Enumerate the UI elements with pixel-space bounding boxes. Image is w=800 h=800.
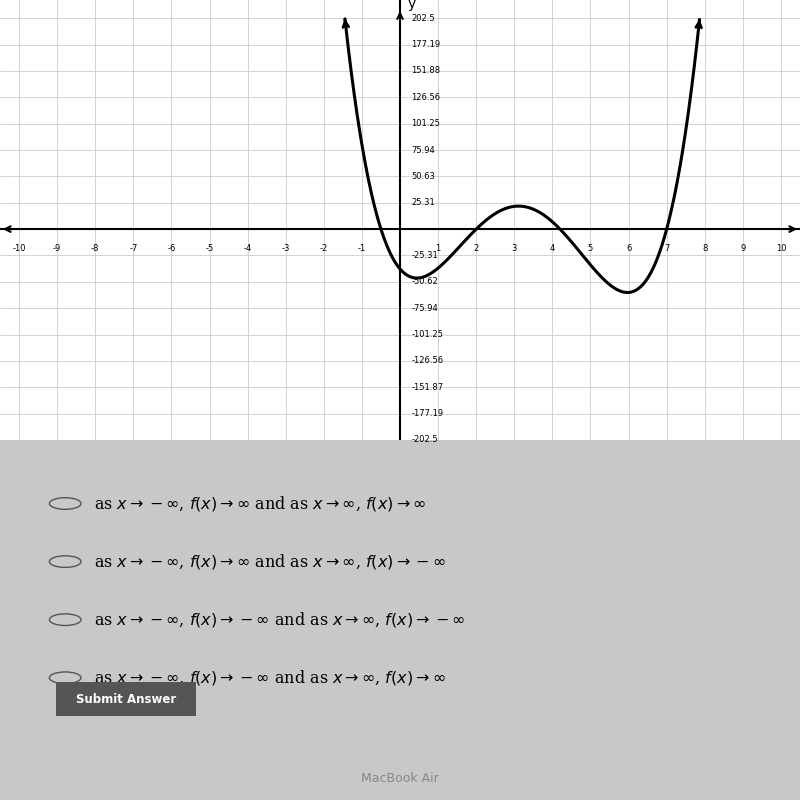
Text: y: y [407, 0, 415, 11]
Text: -9: -9 [53, 244, 62, 253]
Text: 101.25: 101.25 [411, 119, 440, 128]
Text: -6: -6 [167, 244, 176, 253]
Text: -5: -5 [206, 244, 214, 253]
Text: 4: 4 [550, 244, 555, 253]
Text: 202.5: 202.5 [411, 14, 435, 22]
Text: -8: -8 [91, 244, 99, 253]
Text: -126.56: -126.56 [411, 357, 443, 366]
Text: MacBook Air: MacBook Air [361, 772, 439, 785]
Text: -151.87: -151.87 [411, 382, 443, 392]
Text: 2: 2 [474, 244, 479, 253]
Text: -101.25: -101.25 [411, 330, 443, 339]
Text: 1: 1 [435, 244, 441, 253]
Text: 25.31: 25.31 [411, 198, 435, 207]
Text: 5: 5 [588, 244, 593, 253]
Text: 10: 10 [776, 244, 786, 253]
Text: -75.94: -75.94 [411, 304, 438, 313]
Text: as $x \rightarrow -\infty$, $f(x) \rightarrow \infty$ and as $x \rightarrow \inf: as $x \rightarrow -\infty$, $f(x) \right… [94, 552, 446, 571]
Text: Submit Answer: Submit Answer [76, 693, 176, 706]
Text: as $x \rightarrow -\infty$, $f(x) \rightarrow -\infty$ and as $x \rightarrow \in: as $x \rightarrow -\infty$, $f(x) \right… [94, 668, 446, 687]
Text: -10: -10 [12, 244, 26, 253]
Text: 177.19: 177.19 [411, 40, 441, 49]
Text: -50.62: -50.62 [411, 278, 438, 286]
Text: 75.94: 75.94 [411, 146, 435, 154]
Text: 9: 9 [740, 244, 746, 253]
Text: -177.19: -177.19 [411, 409, 443, 418]
Text: 3: 3 [511, 244, 517, 253]
Text: -3: -3 [282, 244, 290, 253]
Text: -25.31: -25.31 [411, 251, 438, 260]
Text: 6: 6 [626, 244, 631, 253]
Text: as $x \rightarrow -\infty$, $f(x) \rightarrow \infty$ and as $x \rightarrow \inf: as $x \rightarrow -\infty$, $f(x) \right… [94, 494, 426, 513]
Text: 8: 8 [702, 244, 707, 253]
Text: 126.56: 126.56 [411, 93, 441, 102]
Text: -7: -7 [129, 244, 138, 253]
Text: 7: 7 [664, 244, 670, 253]
Text: -202.5: -202.5 [411, 435, 438, 445]
Text: as $x \rightarrow -\infty$, $f(x) \rightarrow -\infty$ and as $x \rightarrow \in: as $x \rightarrow -\infty$, $f(x) \right… [94, 610, 466, 629]
Text: -4: -4 [243, 244, 252, 253]
Text: 151.88: 151.88 [411, 66, 441, 75]
Text: 50.63: 50.63 [411, 172, 435, 181]
Text: -2: -2 [320, 244, 328, 253]
Text: -1: -1 [358, 244, 366, 253]
